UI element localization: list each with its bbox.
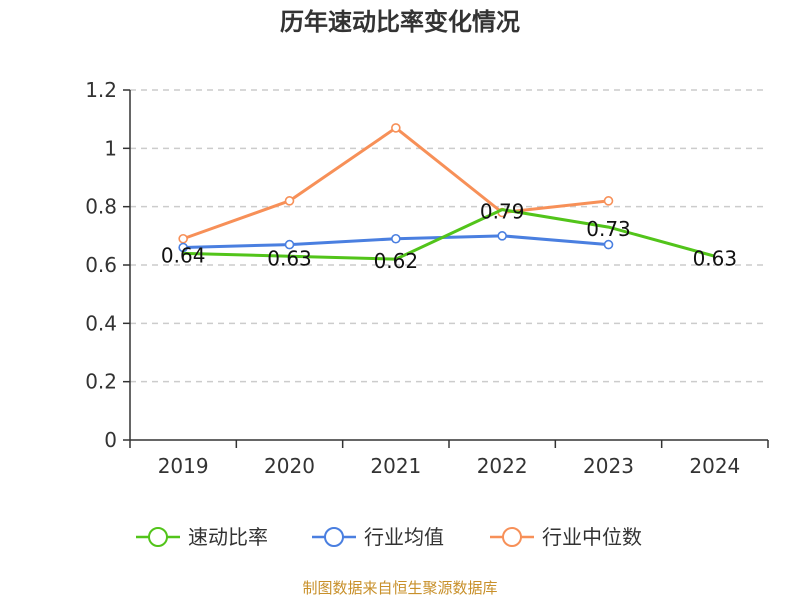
data-label: 0.64	[161, 243, 206, 267]
data-label: 0.62	[374, 249, 419, 273]
series-line-0	[183, 208, 716, 261]
data-label: 0.63	[693, 246, 738, 270]
y-tick-label: 1	[104, 136, 117, 160]
legend-marker	[502, 527, 522, 547]
x-tick-label: 2019	[158, 454, 209, 478]
series-point	[603, 239, 614, 250]
x-tick-label: 2022	[477, 454, 528, 478]
x-tick-label: 2023	[583, 454, 634, 478]
data-label: 0.73	[586, 217, 631, 241]
grid-lines	[130, 89, 768, 383]
series-point	[284, 239, 295, 250]
data-labels: 0.64 0.63 0.62 0.79 0.73 0.63	[161, 200, 737, 274]
legend[interactable]: 速动比率 行业均值 行业中位数	[136, 525, 642, 549]
series-point	[178, 233, 188, 244]
series-point	[603, 196, 614, 206]
x-tick-label: 2024	[689, 454, 740, 478]
data-label: 0.79	[480, 200, 525, 224]
series-layer	[178, 123, 716, 261]
legend-label: 行业中位数	[542, 525, 642, 549]
x-tick-label: 2021	[370, 454, 421, 478]
source-note: 制图数据来自恒生聚源数据库	[302, 579, 498, 597]
legend-item[interactable]: 速动比率	[136, 525, 268, 549]
y-tick-label: 1.2	[85, 78, 117, 102]
legend-item[interactable]: 行业中位数	[490, 525, 642, 549]
y-tick-label: 0.2	[85, 370, 117, 394]
legend-label: 速动比率	[188, 525, 268, 549]
y-tick-label: 0.8	[85, 195, 117, 219]
x-tick-label: 2020	[264, 454, 315, 478]
series-point	[284, 196, 295, 206]
legend-marker	[148, 527, 168, 547]
series-point	[497, 231, 507, 241]
series-point	[391, 233, 401, 244]
legend-item[interactable]: 行业均值	[312, 525, 444, 549]
data-label: 0.63	[267, 246, 312, 270]
series-point	[391, 123, 401, 133]
series-line-2	[182, 126, 609, 241]
series-point	[178, 242, 188, 253]
y-tick-label: 0.4	[85, 311, 117, 335]
y-tick-label: 0.6	[85, 253, 117, 277]
legend-label: 行业均值	[364, 525, 444, 549]
axes: 0 0.2 0.4 0.6 0.8 1 1.2 2019 2020 2021 2022 2023 202…	[85, 78, 769, 478]
chart-title: 历年速动比率变化情况	[280, 8, 520, 36]
y-tick-label: 0	[104, 428, 117, 452]
legend-marker	[324, 527, 344, 547]
